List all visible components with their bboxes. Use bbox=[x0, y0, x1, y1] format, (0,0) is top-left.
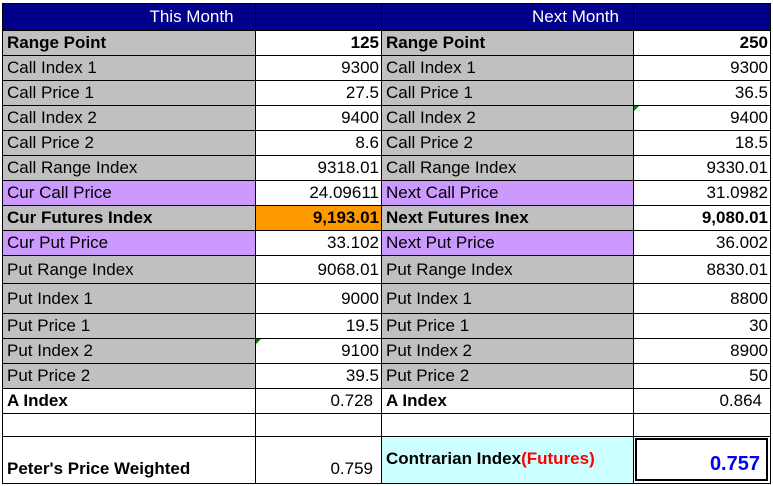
right-value-cell[interactable]: 9,080.01 bbox=[633, 205, 770, 230]
right-label-cell[interactable]: Call Index 1 bbox=[381, 55, 633, 80]
right-value-cell[interactable]: 36.5 bbox=[633, 80, 770, 105]
right-label-cell[interactable]: Next Call Price bbox=[381, 180, 633, 205]
contrarian-label-cell[interactable]: Contrarian Index (Futures) bbox=[381, 436, 633, 483]
right-label-cell[interactable]: Range Point bbox=[381, 30, 633, 55]
left-label-cell[interactable]: Call Price 2 bbox=[2, 130, 255, 155]
left-value-cell[interactable]: 8.6 bbox=[255, 130, 381, 155]
left-value-cell[interactable]: 9318.01 bbox=[255, 155, 381, 180]
right-label-cell[interactable]: Put Range Index bbox=[381, 255, 633, 283]
left-value-cell[interactable]: 24.09611 bbox=[255, 180, 381, 205]
right-label-cell[interactable]: Next Futures Inex bbox=[381, 205, 633, 230]
grid-line bbox=[2, 483, 382, 484]
left-value-cell[interactable]: 9000 bbox=[255, 283, 381, 313]
left-label-cell[interactable]: Call Index 1 bbox=[2, 55, 255, 80]
right-value-cell[interactable]: 0.864 bbox=[633, 388, 770, 413]
grid-line bbox=[2, 363, 771, 364]
right-value-cell[interactable]: 30 bbox=[633, 313, 770, 338]
header-this-month[interactable]: This Month bbox=[2, 3, 381, 30]
right-value-cell[interactable]: 9330.01 bbox=[633, 155, 770, 180]
left-value-cell[interactable]: 9100 bbox=[255, 338, 381, 363]
left-value-cell[interactable]: 9300 bbox=[255, 55, 381, 80]
grid-line bbox=[2, 55, 771, 56]
contrarian-value-cell[interactable]: 0.757 bbox=[633, 436, 770, 483]
right-label-cell[interactable] bbox=[381, 413, 633, 436]
right-label-cell[interactable]: Call Index 2 bbox=[381, 105, 633, 130]
left-label-cell[interactable]: Put Price 1 bbox=[2, 313, 255, 338]
grid-line bbox=[770, 3, 771, 484]
left-label-cell[interactable] bbox=[2, 413, 255, 436]
left-label-cell[interactable]: Put Range Index bbox=[2, 255, 255, 283]
grid-line bbox=[2, 413, 771, 414]
left-label-cell[interactable]: Put Index 2 bbox=[2, 338, 255, 363]
right-value-cell[interactable]: 8900 bbox=[633, 338, 770, 363]
right-label-cell[interactable]: A Index bbox=[381, 388, 633, 413]
left-value-cell[interactable]: 0.728 bbox=[255, 388, 381, 413]
right-value-cell[interactable] bbox=[633, 413, 770, 436]
grid-line bbox=[2, 388, 771, 389]
left-label-cell[interactable]: Put Price 2 bbox=[2, 363, 255, 388]
left-label-cell[interactable]: Cur Futures Index bbox=[2, 205, 255, 230]
right-label-cell[interactable]: Call Price 2 bbox=[381, 130, 633, 155]
right-label-cell[interactable]: Call Price 1 bbox=[381, 80, 633, 105]
left-value-cell[interactable]: 19.5 bbox=[255, 313, 381, 338]
header-next-month[interactable]: Next Month bbox=[381, 3, 770, 30]
right-value-cell[interactable]: 9300 bbox=[633, 55, 770, 80]
grid-line bbox=[2, 30, 771, 31]
grid-line bbox=[2, 283, 771, 284]
grid-line bbox=[633, 3, 634, 484]
left-label-cell[interactable]: Call Range Index bbox=[2, 155, 255, 180]
left-label-cell[interactable]: Call Price 1 bbox=[2, 80, 255, 105]
comment-indicator-icon bbox=[256, 339, 261, 344]
grid-line bbox=[381, 483, 771, 484]
right-value-cell[interactable]: 8800 bbox=[633, 283, 770, 313]
right-value-cell[interactable]: 36.002 bbox=[633, 230, 770, 255]
grid-line bbox=[381, 3, 382, 484]
grid-line bbox=[255, 3, 256, 484]
grid-line bbox=[2, 313, 771, 314]
left-value-cell[interactable] bbox=[255, 413, 381, 436]
contrarian-suffix: (Futures) bbox=[521, 449, 595, 468]
left-value-cell[interactable]: 39.5 bbox=[255, 363, 381, 388]
left-label-cell[interactable]: Put Index 1 bbox=[2, 283, 255, 313]
left-label-cell[interactable]: Call Index 2 bbox=[2, 105, 255, 130]
grid-line bbox=[2, 105, 771, 106]
grid-line bbox=[2, 338, 771, 339]
left-label-cell[interactable]: Cur Call Price bbox=[2, 180, 255, 205]
left-label-cell[interactable]: Range Point bbox=[2, 30, 255, 55]
right-label-cell[interactable]: Call Range Index bbox=[381, 155, 633, 180]
right-label-cell[interactable]: Put Price 2 bbox=[381, 363, 633, 388]
grid-line bbox=[2, 130, 771, 131]
grid-line bbox=[2, 3, 3, 484]
left-label-cell[interactable]: Cur Put Price bbox=[2, 230, 255, 255]
right-value-cell[interactable]: 8830.01 bbox=[633, 255, 770, 283]
comment-indicator-icon bbox=[634, 106, 639, 111]
right-label-cell[interactable]: Put Index 2 bbox=[381, 338, 633, 363]
grid-line bbox=[2, 180, 771, 181]
left-value-cell[interactable]: 27.5 bbox=[255, 80, 381, 105]
grid-line bbox=[2, 255, 771, 256]
right-value-cell[interactable]: 31.0982 bbox=[633, 180, 770, 205]
right-label-cell[interactable]: Put Index 1 bbox=[381, 283, 633, 313]
grid-line bbox=[2, 205, 771, 206]
left-value-cell[interactable]: 33.102 bbox=[255, 230, 381, 255]
right-value-cell[interactable]: 50 bbox=[633, 363, 770, 388]
right-value-cell[interactable]: 250 bbox=[633, 30, 770, 55]
right-value-cell[interactable]: 18.5 bbox=[633, 130, 770, 155]
left-value-cell[interactable]: 9400 bbox=[255, 105, 381, 130]
left-value-cell[interactable]: 9,193.01 bbox=[255, 205, 381, 230]
left-value-cell[interactable]: 0.759 bbox=[255, 436, 381, 483]
grid-line bbox=[2, 3, 771, 4]
grid-line bbox=[2, 155, 771, 156]
left-value-cell[interactable]: 125 bbox=[255, 30, 381, 55]
grid-line bbox=[2, 80, 771, 81]
right-value-cell[interactable]: 9400 bbox=[633, 105, 770, 130]
left-label-cell[interactable]: A Index bbox=[2, 388, 255, 413]
grid-line bbox=[2, 436, 771, 437]
left-label-cell[interactable]: Peter's Price Weighted bbox=[2, 436, 255, 483]
left-value-cell[interactable]: 9068.01 bbox=[255, 255, 381, 283]
contrarian-label: Contrarian Index bbox=[386, 449, 522, 468]
right-label-cell[interactable]: Next Put Price bbox=[381, 230, 633, 255]
right-label-cell[interactable]: Put Price 1 bbox=[381, 313, 633, 338]
grid-line bbox=[2, 230, 771, 231]
